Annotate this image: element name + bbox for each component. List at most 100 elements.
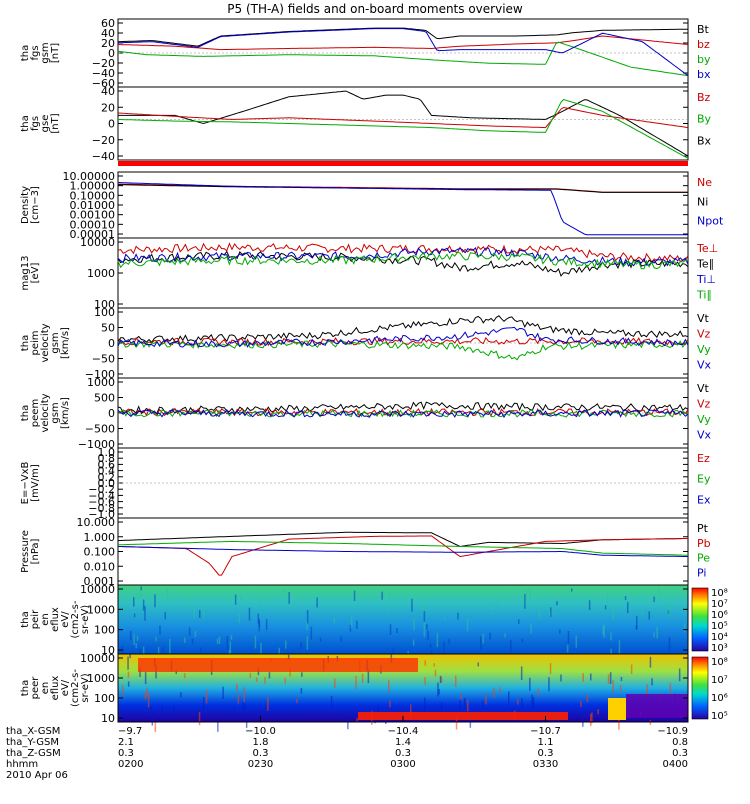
spectrogram-streak — [350, 615, 353, 628]
spectrogram-streak — [521, 638, 524, 643]
legend-entry: Vx — [697, 429, 712, 442]
y-tick-label: 100 — [94, 624, 115, 637]
y-tick-label: 40 — [101, 27, 115, 40]
spectrogram-streak — [610, 648, 612, 655]
y-axis-label-line: eV/ — [60, 679, 71, 696]
separator-bar — [118, 161, 688, 166]
y-axis-label-line: [nPa] — [30, 538, 41, 564]
series-line-Pe — [118, 540, 688, 556]
spectrogram-streak — [571, 588, 573, 592]
series-line-Npot — [117, 182, 688, 236]
y-tick-label: −60 — [92, 77, 115, 90]
y-axis-label: thafgsgse[nT] — [20, 113, 61, 133]
y-axis-label: mag13[eV] — [20, 256, 41, 291]
y-axis-label-line: [mV/m] — [30, 464, 41, 502]
spectrogram-streak — [610, 632, 612, 641]
spectrogram-streak — [159, 625, 161, 635]
x-tick-label: 1.8 — [253, 737, 269, 748]
x-axis-row-label: tha_Y-GSM — [6, 737, 59, 748]
colorbar-tick-label: 10⁶ — [711, 610, 728, 621]
series-line-Pi — [118, 546, 688, 557]
spectrogram-streak — [443, 617, 446, 621]
spectrogram-streak — [424, 660, 426, 666]
spectrogram-streak — [154, 594, 156, 608]
spectrogram-streak — [389, 624, 392, 635]
series-line-bz — [117, 35, 689, 51]
legend-entry: Vt — [697, 312, 710, 325]
spectrogram-streak — [668, 637, 671, 652]
series-line-Bt — [117, 27, 688, 47]
series-line-Bz — [117, 106, 689, 129]
spectrogram-streak — [151, 713, 154, 726]
spectrogram-streak — [146, 687, 149, 698]
spectrogram-streak — [580, 700, 582, 708]
spectrogram-streak — [410, 704, 412, 719]
spectrogram-streak — [127, 681, 130, 687]
spectrogram-streak — [508, 691, 510, 705]
spectrogram-streak — [236, 683, 238, 689]
spectrogram-streak — [646, 684, 649, 697]
spectrogram-streak — [316, 597, 318, 608]
y-axis-label-line: tha — [20, 45, 31, 61]
y-tick-label: 500 — [94, 392, 115, 405]
legend-entry: Ez — [697, 452, 710, 465]
spectrogram-streak — [154, 721, 157, 732]
spectrogram-streak — [455, 716, 458, 730]
spectrogram-streak — [330, 695, 333, 708]
spectrogram-streak — [239, 595, 242, 601]
spectrogram-streak — [245, 721, 248, 728]
y-axis-label-line: eV/ — [60, 611, 71, 628]
y-tick-label: −1000 — [78, 438, 115, 451]
y-tick-label: 0 — [108, 337, 115, 350]
spectrogram-streak — [237, 694, 240, 704]
spectrogram-streak — [356, 717, 358, 723]
spectrogram-streak — [612, 680, 614, 694]
spectrogram-streak — [575, 635, 577, 648]
spectrogram-streak — [284, 713, 286, 719]
x-tick-label: 1.4 — [395, 737, 411, 748]
legend-entry: Vy — [697, 413, 711, 426]
colorbar-tick-label: 10⁵ — [711, 621, 728, 632]
spectrogram-streak — [356, 620, 358, 629]
spectrogram-streak — [549, 663, 552, 674]
legend-entry: Vz — [697, 398, 711, 411]
spectrogram-streak — [651, 678, 653, 686]
y-tick-label: 100 — [94, 692, 115, 705]
spectrogram-streak — [229, 641, 232, 654]
legend-entry: Ey — [697, 473, 711, 486]
spectrogram-streak — [396, 628, 398, 634]
y-axis-label-line: mag13 — [20, 256, 31, 291]
y-tick-label: 1000 — [87, 376, 115, 389]
spectrogram-streak — [199, 610, 201, 618]
colorbar-tick-label: 10⁸ — [711, 657, 728, 668]
x-tick-label: 0300 — [390, 759, 415, 770]
spectrogram-streak — [129, 654, 131, 659]
spectrogram-streak — [620, 676, 623, 682]
y-axis-label-line: sr-eV) — [80, 605, 91, 634]
spectrogram-streak — [162, 647, 164, 653]
x-tick-label: 1.1 — [538, 737, 554, 748]
spectrogram-streak — [144, 692, 146, 700]
spectrogram-streak — [530, 623, 532, 634]
spectrogram-streak — [485, 694, 487, 705]
y-axis-label-line: gsm — [40, 42, 51, 63]
spectrogram-streak — [424, 677, 426, 685]
y-tick-label: 20 — [101, 37, 115, 50]
spectrogram-streak — [155, 675, 157, 679]
legend-entry: Ni — [697, 195, 708, 208]
spectrogram-streak — [349, 624, 352, 632]
y-axis-label-line: [nT] — [50, 113, 61, 133]
y-axis-label-line: [km/s] — [60, 397, 71, 429]
spectrogram-streak — [234, 594, 237, 605]
y-tick-label: 1000 — [87, 672, 115, 685]
x-tick-label: −10.7 — [530, 726, 561, 737]
y-axis-label-line: tha — [20, 611, 31, 627]
spectrogram-streak — [389, 700, 391, 708]
legend-entry: Vz — [697, 328, 711, 341]
spectrogram-streak — [198, 712, 201, 726]
x-tick-label: −10.0 — [245, 726, 276, 737]
spectrogram-streak — [392, 647, 394, 653]
y-axis-label: thapeirenefluxeV/(cm2-s-sr-eV) — [20, 600, 91, 638]
spectrogram-streak — [627, 601, 629, 614]
y-tick-label: −0.8 — [88, 502, 115, 515]
